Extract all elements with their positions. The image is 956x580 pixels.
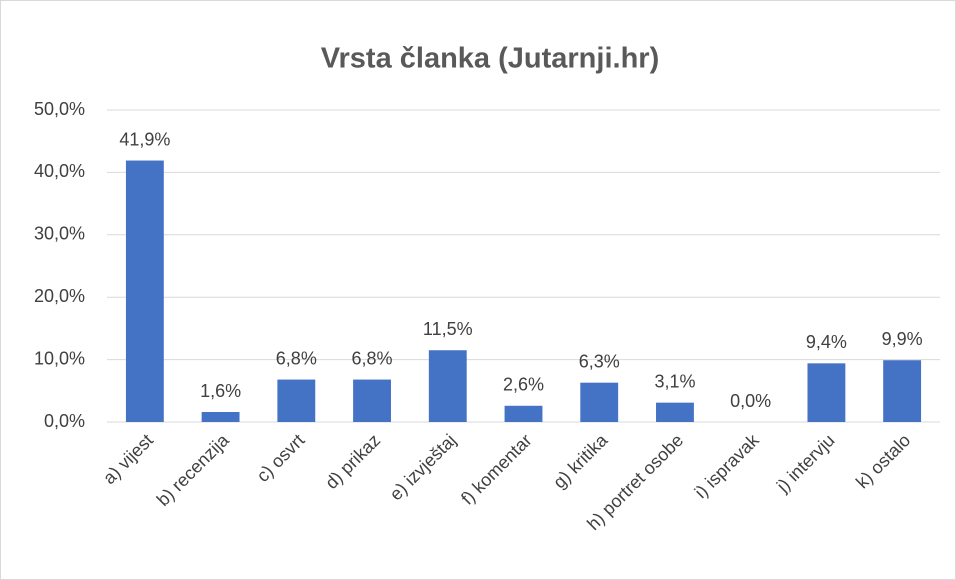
data-label: 1,6% <box>200 381 241 401</box>
bar <box>201 412 240 422</box>
data-label: 3,1% <box>654 371 695 391</box>
data-label: 9,4% <box>806 332 847 352</box>
bar <box>580 382 619 422</box>
bar <box>807 363 846 422</box>
y-tick-label: 40,0% <box>34 161 85 181</box>
bar <box>883 360 922 422</box>
y-tick-label: 30,0% <box>34 224 85 244</box>
bar <box>353 379 391 422</box>
bar <box>125 160 164 422</box>
data-label: 9,9% <box>882 329 923 349</box>
data-label: 0,0% <box>730 391 771 411</box>
bar <box>428 350 467 422</box>
y-tick-label: 0,0% <box>44 411 85 431</box>
y-tick-label: 10,0% <box>34 348 85 368</box>
data-label: 6,8% <box>352 348 393 368</box>
bar <box>277 379 316 422</box>
data-label: 11,5% <box>423 319 473 339</box>
y-tick-label: 20,0% <box>34 286 85 306</box>
data-label: 2,6% <box>503 375 544 395</box>
data-label: 41,9% <box>119 129 170 149</box>
bar <box>656 402 694 422</box>
chart-title: Vrsta članka (Jutarnji.hr) <box>321 43 659 75</box>
bar <box>504 405 543 422</box>
data-label: 6,8% <box>276 348 317 368</box>
y-tick-label: 50,0% <box>34 99 85 119</box>
data-label: 6,3% <box>579 351 620 371</box>
